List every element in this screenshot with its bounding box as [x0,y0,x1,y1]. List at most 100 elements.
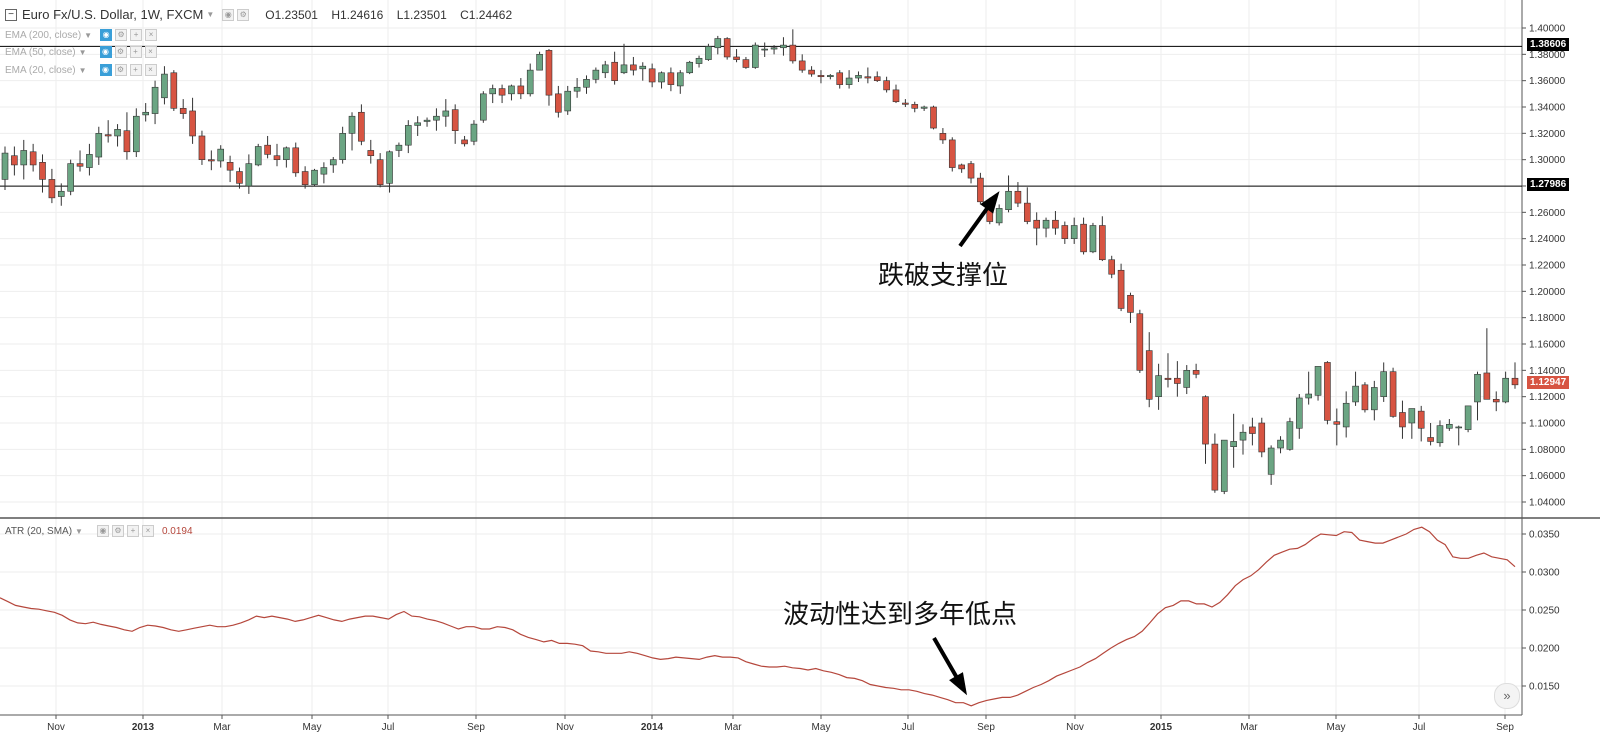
candle-body [283,147,290,160]
candle [695,55,703,68]
close-icon[interactable]: × [141,525,154,537]
indicator-ema-20[interactable]: EMA (20, close) ▼ ◉ ⚙ + × [5,64,157,76]
candle [179,99,187,119]
close-icon[interactable]: × [145,29,158,41]
candle-body [1211,443,1219,491]
candle [133,108,140,158]
collapse-legend-icon[interactable]: − [5,8,17,21]
candle [1371,380,1378,421]
candle-body [273,155,281,160]
atr-legend[interactable]: ATR (20, SMA) ▼ ◉ ⚙ + × 0.0194 [5,525,193,537]
add-icon[interactable]: + [129,64,142,76]
price-tick-label: 1.26000 [1529,208,1566,219]
chevron-down-icon[interactable]: ▼ [84,30,93,40]
candle-body [1042,219,1050,229]
settings-icon[interactable]: ⚙ [237,8,250,21]
candle [1399,400,1406,439]
settings-icon[interactable]: ⚙ [114,64,127,76]
candle-body [1399,412,1406,428]
add-icon[interactable]: + [126,525,139,537]
time-tick-label: Sep [1496,722,1514,733]
support-break-annotation: 跌破支撑位 [878,260,1009,290]
candle-body [254,146,262,166]
time-tick-label: Mar [213,722,231,733]
candle [583,75,590,94]
candle-body [1023,202,1031,222]
candle [245,154,253,194]
indicator-ema-200[interactable]: EMA (200, close) ▼ ◉ ⚙ + × [5,29,158,41]
candle-body [536,54,543,71]
chevron-down-icon[interactable]: ▼ [78,47,87,57]
time-tick-label: 2013 [132,722,155,733]
ohlc-values: O1.23501 H1.24616 L1.23501 C1.24462 [255,8,512,22]
candle [573,78,581,98]
candle [733,49,740,63]
candle-body [601,64,609,74]
candle-body [67,163,74,192]
candle-body [1277,439,1284,449]
candle [658,71,665,89]
candle-body [329,159,337,166]
candle-body [742,59,750,68]
eye-icon[interactable]: ◉ [96,525,109,537]
candle [705,43,712,61]
chevron-down-icon[interactable]: ▼ [75,526,83,536]
candle [292,142,300,177]
candle-body [1464,405,1472,430]
candle [273,143,281,167]
candle-body [705,46,712,60]
candle-body [1249,426,1256,434]
add-icon[interactable]: + [130,29,143,41]
candle-body [95,133,103,158]
eye-icon[interactable]: ◉ [100,29,113,41]
settings-icon[interactable]: ⚙ [111,525,124,537]
chevron-down-icon[interactable]: ▼ [78,65,87,75]
candle-body [789,44,797,62]
candle [1408,408,1416,439]
visibility-icon[interactable]: ◉ [222,8,235,21]
candle-body [911,104,919,109]
candle-body [1417,410,1425,429]
time-tick-label: Sep [467,722,485,733]
candle [358,104,365,146]
scroll-to-realtime-button[interactable]: » [1494,683,1520,709]
candle [1314,366,1322,401]
candle-body [104,134,112,137]
candle-body [995,208,1003,224]
candle [780,37,787,56]
chevron-down-icon[interactable]: ▼ [206,10,215,19]
candle [526,63,534,97]
eye-icon[interactable]: ◉ [99,64,112,76]
candle [545,49,553,106]
candle-body [611,61,618,81]
candle [536,51,543,71]
candle-body [1033,219,1040,229]
candle-body [217,148,225,162]
candle-body [57,190,65,197]
candle-body [667,72,675,85]
candle [1211,433,1219,493]
candle-body [423,119,431,122]
settings-icon[interactable]: ⚙ [114,46,127,58]
close-icon[interactable]: × [144,64,157,76]
candle [1249,417,1256,446]
candle-body [39,162,46,180]
candle-body [461,139,468,145]
time-tick-label: May [812,722,831,733]
add-icon[interactable]: + [129,46,142,58]
candle [1474,371,1481,421]
candle-body [1061,225,1069,239]
atr-tick-label: 0.0350 [1529,530,1560,541]
candle [29,143,37,172]
close-icon[interactable]: × [144,46,157,58]
candle [170,70,178,111]
candle [948,137,956,172]
candle [827,74,834,80]
settings-icon[interactable]: ⚙ [115,29,128,41]
candle [686,60,693,75]
candle-body [236,171,243,184]
indicator-ema-50[interactable]: EMA (50, close) ▼ ◉ ⚙ + × [5,46,157,58]
eye-icon[interactable]: ◉ [99,46,112,58]
candle-body [1220,439,1228,492]
